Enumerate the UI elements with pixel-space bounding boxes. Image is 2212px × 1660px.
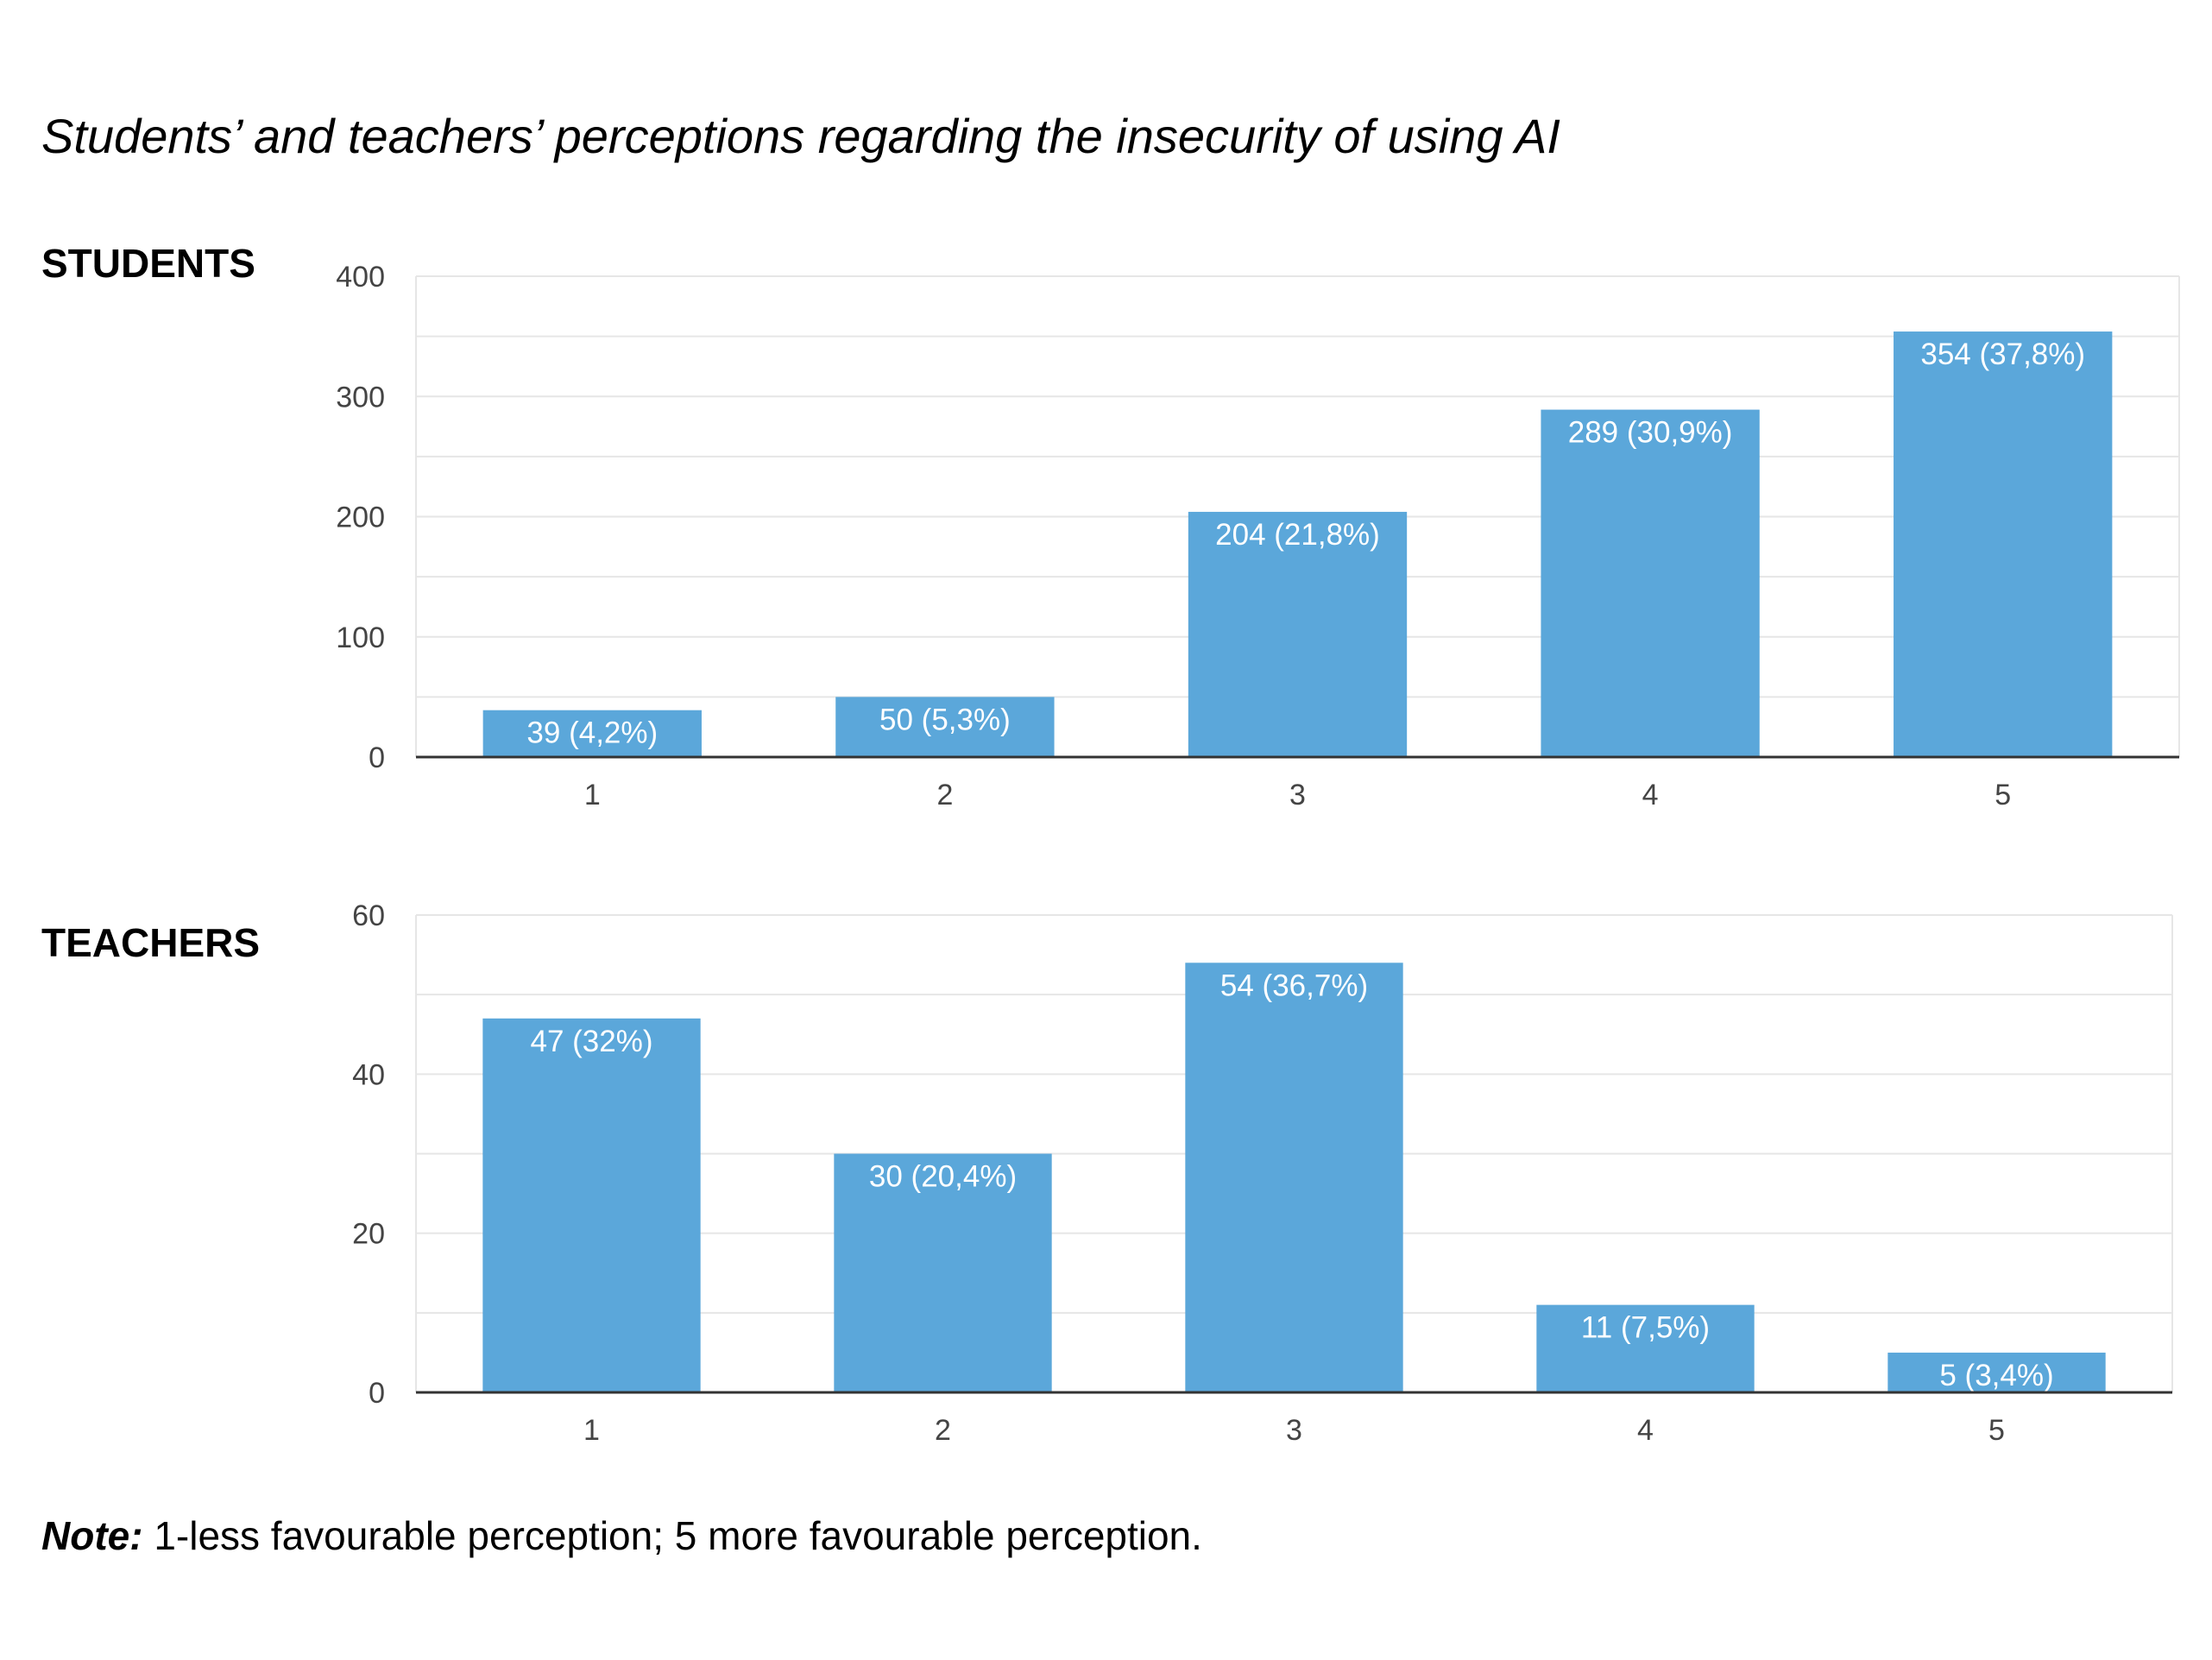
- teachers-bar-1: [482, 1018, 701, 1392]
- students-panel-label: STUDENTS: [41, 241, 255, 286]
- students-bar-3: [1188, 511, 1408, 757]
- students-x-tick-label: 1: [584, 779, 601, 811]
- students-bar-data-label: 50 (5,3%): [879, 703, 1011, 736]
- teachers-bar-3: [1185, 963, 1403, 1392]
- students-bar-chart: 0 100 200 300 400 39 (4,2%) 1 50 (5,3%) 2 204 (21…: [336, 261, 2180, 811]
- note-label: Note:: [41, 1513, 143, 1558]
- students-y-tick-label: 400: [336, 261, 385, 293]
- teachers-bar-data-label: 30 (20,4%): [869, 1160, 1017, 1194]
- teachers-bar-data-label: 54 (36,7%): [1220, 969, 1368, 1002]
- students-bar-data-label: 354 (37,8%): [1920, 338, 2085, 371]
- figure-note: Note: 1-less favourable perception; 5 mo…: [41, 1512, 1202, 1559]
- students-y-tick-label: 0: [369, 742, 385, 774]
- teachers-y-tick-label: 0: [369, 1377, 385, 1410]
- students-x-tick-label: 5: [1995, 779, 2011, 811]
- students-y-tick-label: 100: [336, 622, 385, 654]
- students-bar-2: [835, 697, 1055, 757]
- students-bar-5: [1894, 331, 2113, 757]
- teachers-x-tick-label: 3: [1286, 1414, 1302, 1447]
- teachers-panel-label: TEACHERS: [41, 920, 261, 965]
- students-x-tick-label: 4: [1642, 779, 1659, 811]
- teachers-y-tick-label: 40: [352, 1058, 385, 1091]
- students-bar-data-label: 39 (4,2%): [526, 716, 658, 750]
- teachers-y-tick-label: 20: [352, 1218, 385, 1251]
- students-y-tick-label: 300: [336, 381, 385, 413]
- teachers-x-tick-label: 2: [935, 1414, 951, 1447]
- figure-title: Students’ and teachers’ perceptions rega…: [41, 109, 1560, 163]
- teachers-bar-data-label: 47 (32%): [530, 1025, 652, 1058]
- students-x-tick-label: 3: [1289, 779, 1306, 811]
- teachers-bar-5: [1887, 1352, 2106, 1392]
- teachers-x-tick-label: 1: [583, 1414, 600, 1447]
- teachers-bar-data-label: 5 (3,4%): [1939, 1359, 2053, 1392]
- teachers-x-tick-label: 4: [1637, 1414, 1654, 1447]
- students-bar-data-label: 204 (21,8%): [1215, 518, 1380, 552]
- students-y-tick-label: 200: [336, 502, 385, 534]
- teachers-bar-chart: 0 20 40 60 47 (32%) 1 30 (20,4%) 2 54 (36,7%) 3 11…: [352, 899, 2173, 1447]
- teachers-y-tick-label: 60: [352, 899, 385, 932]
- teachers-bar-4: [1536, 1304, 1755, 1392]
- teachers-bar-2: [834, 1153, 1052, 1392]
- students-bar-data-label: 289 (30,9%): [1568, 416, 1733, 450]
- students-bar-4: [1541, 409, 1760, 757]
- teachers-bar-data-label: 11 (7,5%): [1581, 1311, 1710, 1345]
- note-text: 1-less favourable perception; 5 more fav…: [142, 1513, 1202, 1558]
- students-x-tick-label: 2: [936, 779, 953, 811]
- students-bar-1: [482, 710, 702, 757]
- teachers-x-tick-label: 5: [1988, 1414, 2005, 1447]
